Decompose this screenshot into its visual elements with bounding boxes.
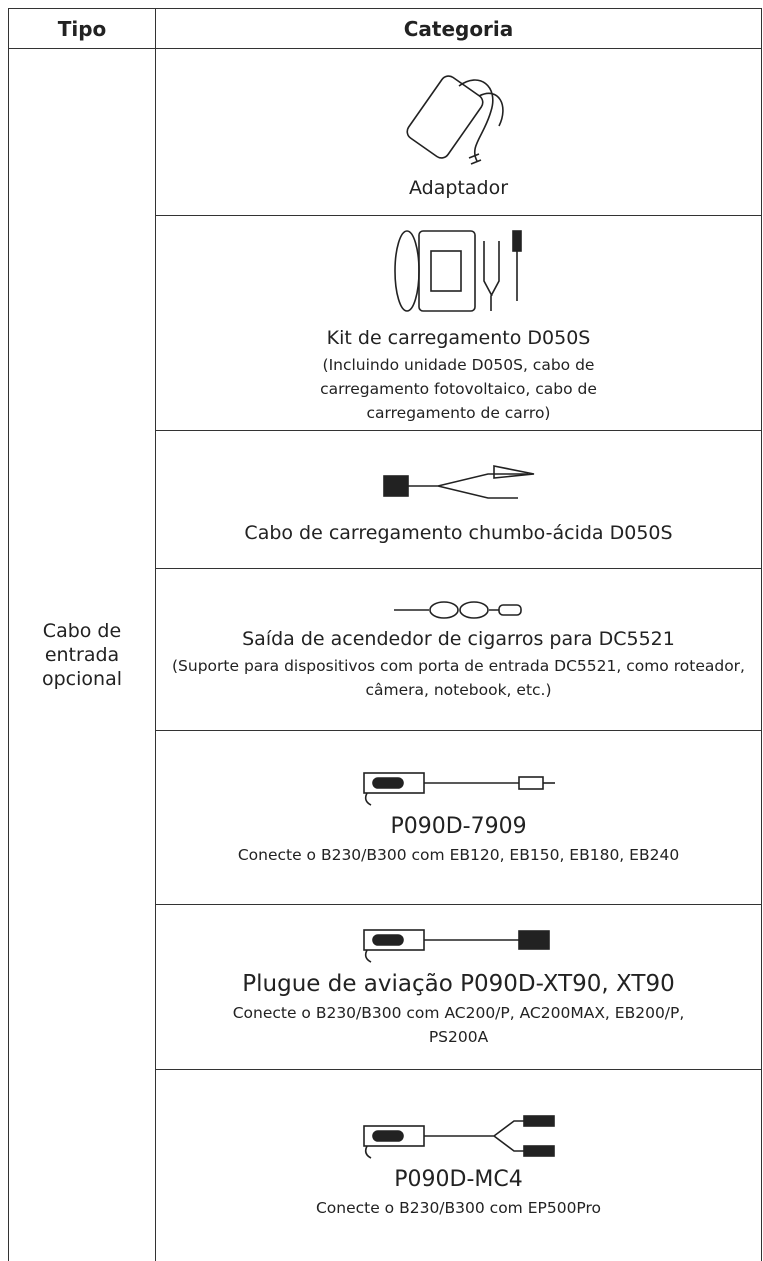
row: P090D-MC4 Conecte o B230/B300 com EP500P… [155, 1069, 762, 1261]
p090d-7909-icon [362, 772, 555, 806]
row-note: Conecte o B230/B300 com EB120, EB150, EB… [237, 846, 680, 864]
cigarette-cable-icon [393, 600, 522, 619]
row: Adaptador [155, 48, 762, 215]
row-note: (Suporte para dispositivos com porta de … [172, 656, 745, 699]
adapter-icon [405, 74, 504, 165]
header-text: Tipo [57, 16, 107, 41]
row-title: Cabo de carregamento chumbo-ácida D050S [244, 521, 673, 544]
row: Saída de acendedor de cigarros para DC55… [155, 568, 762, 730]
row-title: Saída de acendedor de cigarros para DC55… [242, 627, 675, 650]
row-note: (Incluindo unidade D050S, cabo de carreg… [320, 356, 597, 422]
row-note: Conecte o B230/B300 com EP500Pro [315, 1199, 602, 1217]
p090d-mc4-icon [362, 1115, 555, 1159]
header-cell: Categoria [155, 8, 762, 48]
row-title: Adaptador [408, 176, 509, 199]
row: Kit de carregamento D050S (Incluindo uni… [155, 215, 762, 430]
row: P090D-7909 Conecte o B230/B300 com EB120… [155, 730, 762, 904]
row-title: P090D-7909 [390, 814, 527, 839]
type-label: Cabo de entrada opcional [42, 620, 122, 690]
header-cell: Tipo [8, 8, 155, 48]
type-cell: Cabo de entrada opcional [8, 48, 155, 1261]
row-note: Conecte o B230/B300 com AC200/P, AC200MA… [232, 1004, 685, 1046]
p090d-xt90-icon [362, 929, 550, 963]
row-title: Plugue de aviação P090D-XT90, XT90 [242, 971, 675, 997]
charging-kit-icon [393, 230, 522, 312]
row-title: Kit de carregamento D050S [326, 327, 591, 349]
header-text: Categoria [403, 16, 514, 41]
row-title: P090D-MC4 [394, 1167, 523, 1192]
row: Plugue de aviação P090D-XT90, XT90 Conec… [155, 904, 762, 1069]
row: Cabo de carregamento chumbo-ácida D050S [155, 430, 762, 568]
lead-acid-cable-icon [382, 464, 534, 499]
